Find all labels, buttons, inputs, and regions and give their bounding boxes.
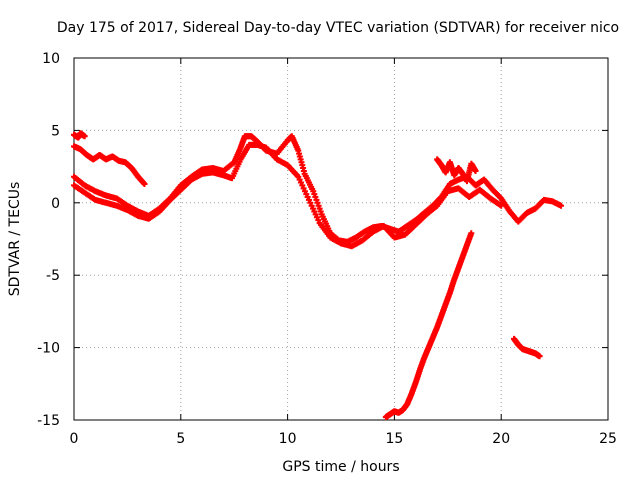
series-track-d-parallel (71, 141, 505, 250)
data-point (141, 180, 148, 187)
data-point (498, 202, 505, 209)
y-tick-label: -10 (37, 341, 60, 357)
x-tick-label: 25 (599, 431, 617, 447)
y-tick-label: 0 (51, 196, 60, 212)
series-track-c-main (71, 133, 565, 245)
chart-title: Day 175 of 2017, Sidereal Day-to-day VTE… (57, 20, 619, 36)
x-tick-label: 0 (70, 431, 79, 447)
x-tick-label: 5 (176, 431, 185, 447)
data-point (468, 230, 475, 237)
data-point (81, 133, 88, 140)
y-tick-labels: -15 -10 -5 0 5 10 (37, 51, 60, 429)
y-tick-label: -5 (46, 268, 60, 284)
series-track-a-early (71, 130, 88, 141)
data-point (472, 167, 479, 174)
plot-frame (73, 57, 609, 421)
x-tick-label: 10 (279, 431, 297, 447)
series-track-e-spike (434, 156, 479, 185)
x-axis-label: GPS time / hours (282, 459, 399, 475)
y-tick-label: 5 (51, 123, 60, 139)
axis-ticks (73, 57, 609, 421)
y-axis-label: SDTVAR / TECUs (7, 182, 23, 297)
x-tick-label: 20 (492, 431, 510, 447)
x-tick-labels: 0 5 10 15 20 25 (70, 431, 617, 447)
data-point (536, 353, 543, 360)
y-tick-label: -15 (37, 413, 60, 429)
data-points (71, 130, 565, 421)
series-track-f-descent (382, 230, 475, 421)
y-tick-label: 10 (42, 51, 60, 67)
x-tick-label: 15 (385, 431, 403, 447)
series-track-b-early (71, 143, 148, 187)
data-point (558, 202, 565, 209)
series-track-g-late (511, 335, 543, 360)
